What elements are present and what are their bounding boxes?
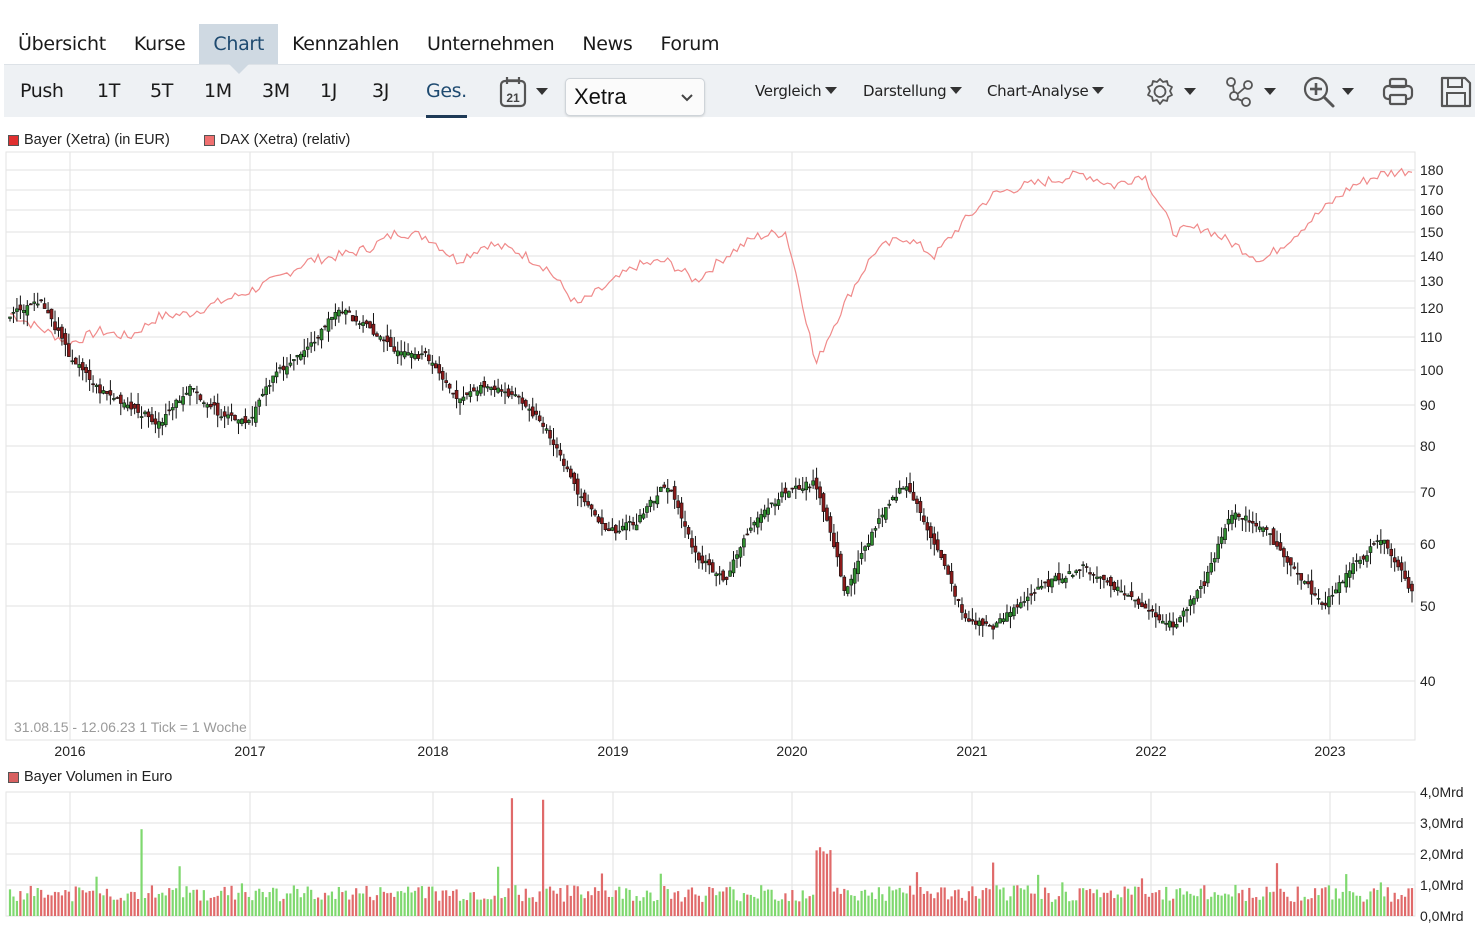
exchange-select[interactable]: Xetra bbox=[565, 78, 705, 116]
y-tick-label: 60 bbox=[1420, 536, 1436, 552]
save-button[interactable] bbox=[1439, 73, 1473, 111]
x-tick-label: 2019 bbox=[597, 743, 628, 759]
main-chart-legend: Bayer (Xetra) (in EUR) DAX (Xetra) (relat… bbox=[8, 132, 384, 148]
tab-kennzahlen[interactable]: Kennzahlen bbox=[292, 33, 400, 55]
legend-item[interactable]: DAX (Xetra) (relativ) bbox=[203, 132, 351, 148]
x-tick-label: 2021 bbox=[956, 743, 987, 759]
y-tick-label: 110 bbox=[1420, 329, 1443, 345]
section-tabs: Übersicht Kurse Chart Kennzahlen Unternehmen… bbox=[4, 24, 733, 74]
legend-swatch bbox=[8, 134, 19, 146]
caret-down-icon bbox=[950, 87, 963, 94]
zoom-in-icon bbox=[1303, 76, 1335, 108]
print-button[interactable] bbox=[1381, 73, 1415, 111]
x-tick-label: 2022 bbox=[1135, 743, 1166, 759]
menu-label: Chart-Analyse bbox=[987, 82, 1089, 100]
calendar-dropdown[interactable]: 21 bbox=[498, 73, 548, 111]
legend-label: Bayer (Xetra) (in EUR) bbox=[24, 132, 170, 148]
tab-unternehmen[interactable]: Unternehmen bbox=[427, 33, 555, 55]
range-3j[interactable]: 3J bbox=[372, 80, 389, 102]
range-1t[interactable]: 1T bbox=[97, 80, 120, 102]
y-tick-label: 120 bbox=[1420, 300, 1444, 316]
legend-item[interactable]: Bayer (Xetra) (in EUR) bbox=[8, 132, 170, 148]
y-tick-label: 50 bbox=[1420, 598, 1436, 614]
volume-y-tick-label: 2,0Mrd bbox=[1420, 846, 1464, 862]
y-tick-label: 100 bbox=[1420, 362, 1444, 378]
volume-y-tick-label: 4,0Mrd bbox=[1420, 785, 1464, 800]
range-ges[interactable]: Ges. bbox=[426, 65, 467, 118]
volume-y-tick-label: 3,0Mrd bbox=[1420, 815, 1464, 831]
caret-down-icon bbox=[1264, 87, 1276, 95]
y-tick-label: 40 bbox=[1420, 673, 1436, 689]
volume-y-tick-label: 1,0Mrd bbox=[1420, 877, 1464, 893]
legend-swatch bbox=[8, 771, 19, 783]
x-tick-label: 2016 bbox=[54, 743, 85, 759]
volume-bars bbox=[8, 798, 1414, 916]
save-icon bbox=[1440, 76, 1472, 108]
menu-label: Darstellung bbox=[863, 82, 947, 100]
tab-news[interactable]: News bbox=[582, 33, 633, 55]
tab-forum[interactable]: Forum bbox=[660, 33, 720, 55]
price-chart[interactable]: 180 170 160 150 140 130 120 110 100 90 80 70 60 50 40 2… bbox=[0, 150, 1475, 770]
tab-chart[interactable]: Chart bbox=[199, 24, 279, 74]
indicator-network-icon bbox=[1226, 77, 1253, 107]
range-push[interactable]: Push bbox=[20, 80, 64, 102]
y-tick-label: 170 bbox=[1420, 182, 1444, 198]
volume-y-tick-label: 0,0Mrd bbox=[1420, 908, 1464, 924]
caret-down-icon bbox=[536, 87, 548, 95]
y-tick-label: 80 bbox=[1420, 438, 1436, 454]
y-tick-label: 180 bbox=[1420, 162, 1444, 178]
svg-text:21: 21 bbox=[506, 91, 520, 105]
range-5t[interactable]: 5T bbox=[150, 80, 173, 102]
x-tick-label: 2017 bbox=[234, 743, 265, 759]
y-tick-label: 150 bbox=[1420, 224, 1444, 240]
chart-toolbar: Push 1T 5T 1M 3M 1J 3J Ges. 21 Xetra Vergleich D… bbox=[4, 64, 1475, 118]
date-range-info: 31.08.15 - 12.06.23 1 Tick = 1 Woche bbox=[14, 719, 247, 735]
menu-label: Vergleich bbox=[755, 82, 822, 100]
zoom-dropdown[interactable] bbox=[1302, 73, 1354, 111]
legend-label: Bayer Volumen in Euro bbox=[24, 769, 173, 785]
range-1j[interactable]: 1J bbox=[320, 80, 337, 102]
caret-down-icon bbox=[1342, 87, 1354, 95]
x-tick-label: 2023 bbox=[1314, 743, 1345, 759]
caret-down-icon bbox=[1092, 87, 1105, 94]
exchange-select-value: Xetra bbox=[574, 84, 627, 109]
x-tick-label: 2020 bbox=[776, 743, 807, 759]
dax-line bbox=[9, 167, 1413, 366]
x-tick-label: 2018 bbox=[417, 743, 448, 759]
caret-down-icon bbox=[825, 87, 838, 94]
settings-dropdown[interactable] bbox=[1144, 73, 1196, 111]
volume-chart-legend: Bayer Volumen in Euro bbox=[8, 769, 172, 785]
gear-icon bbox=[1147, 78, 1173, 105]
calendar-icon: 21 bbox=[499, 77, 527, 108]
y-tick-label: 140 bbox=[1420, 248, 1444, 264]
tab--bersicht[interactable]: Übersicht bbox=[18, 33, 106, 55]
menu-vergleich[interactable]: Vergleich bbox=[755, 65, 838, 118]
y-tick-label: 90 bbox=[1420, 397, 1436, 413]
range-1m[interactable]: 1M bbox=[204, 80, 232, 102]
legend-swatch bbox=[203, 134, 215, 146]
indicators-dropdown[interactable] bbox=[1224, 73, 1276, 111]
menu-darstellung[interactable]: Darstellung bbox=[863, 65, 963, 118]
bayer-candles bbox=[8, 292, 1414, 640]
chevron-down-icon bbox=[681, 94, 693, 102]
caret-down-icon bbox=[1184, 87, 1196, 95]
y-tick-label: 160 bbox=[1420, 202, 1444, 218]
volume-chart[interactable]: 4,0Mrd 3,0Mrd 2,0Mrd 1,0Mrd 0,0Mrd bbox=[0, 785, 1475, 946]
legend-label: DAX (Xetra) (relativ) bbox=[219, 132, 351, 148]
print-icon bbox=[1382, 77, 1414, 106]
menu-chart-analyse[interactable]: Chart-Analyse bbox=[987, 65, 1105, 118]
y-tick-label: 130 bbox=[1420, 273, 1444, 289]
range-3m[interactable]: 3M bbox=[262, 80, 290, 102]
y-tick-label: 70 bbox=[1420, 484, 1436, 500]
tab-kurse[interactable]: Kurse bbox=[133, 33, 186, 55]
